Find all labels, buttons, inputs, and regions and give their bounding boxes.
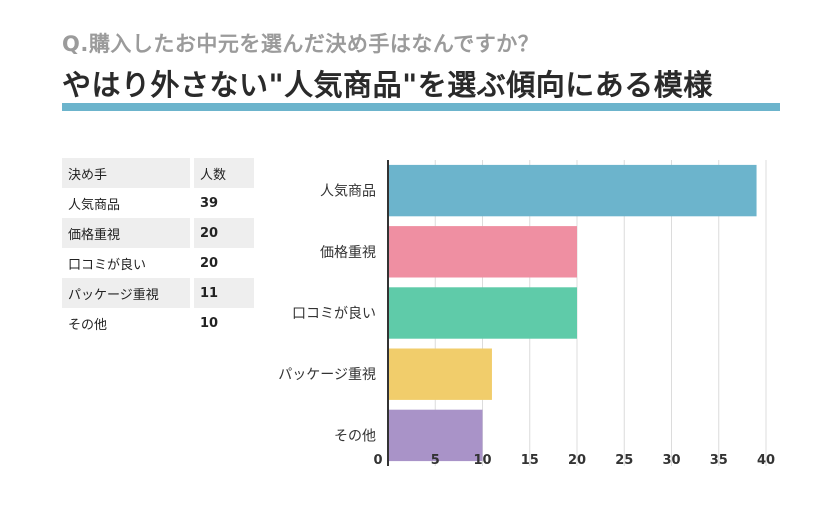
table-row: 人気商品 39 — [62, 188, 254, 218]
x-tick-label: 35 — [710, 453, 728, 468]
table-cell-count: 39 — [190, 188, 254, 218]
x-tick-label: 10 — [473, 453, 491, 468]
category-label: その他 — [334, 428, 376, 444]
bar — [388, 287, 577, 339]
table-cell-count: 11 — [190, 278, 254, 308]
category-label: パッケージ重視 — [278, 367, 376, 383]
table-header-row: 決め手 人数 — [62, 158, 254, 188]
column-header-count: 人数 — [190, 158, 254, 188]
accent-divider — [62, 103, 780, 111]
table-row: パッケージ重視 11 — [62, 278, 254, 308]
category-label: 価格重視 — [320, 245, 376, 261]
bar — [388, 348, 492, 400]
table-row: その他 10 — [62, 308, 254, 338]
table-cell-reason: 人気商品 — [68, 197, 121, 213]
table-cell-reason: パッケージ重視 — [62, 278, 192, 308]
x-tick-label: 0 — [373, 453, 382, 468]
table-cell-count: 20 — [190, 248, 254, 278]
category-label: 人気商品 — [320, 184, 376, 200]
data-table: 決め手 人数 人気商品 39 価格重視 20 口コミが良い 20 パッケージ重視… — [62, 158, 254, 338]
x-tick-label: 15 — [521, 453, 539, 468]
table-cell-reason: その他 — [68, 317, 108, 333]
x-tick-label: 20 — [568, 453, 586, 468]
table-row: 価格重視 20 — [62, 218, 254, 248]
bar — [388, 164, 757, 217]
table-row: 口コミが良い 20 — [62, 248, 254, 278]
table-cell-reason: 価格重視 — [62, 218, 192, 248]
table-cell-reason: 口コミが良い — [68, 257, 147, 273]
bar — [388, 409, 483, 462]
table-cell-count: 20 — [190, 218, 254, 248]
question-text: Q.購入したお中元を選んだ決め手はなんですか？ — [62, 32, 540, 56]
x-tick-label: 25 — [615, 453, 633, 468]
category-label: 口コミが良い — [292, 306, 376, 322]
x-tick-label: 5 — [431, 453, 440, 468]
bar — [388, 226, 577, 278]
column-header-reason: 決め手 — [62, 158, 192, 188]
headline-title: やはり外さない"人気商品"を選ぶ傾向にある模様 — [62, 68, 713, 102]
x-tick-label: 30 — [662, 453, 680, 468]
table-cell-count: 10 — [190, 308, 254, 338]
x-tick-label: 40 — [757, 453, 775, 468]
